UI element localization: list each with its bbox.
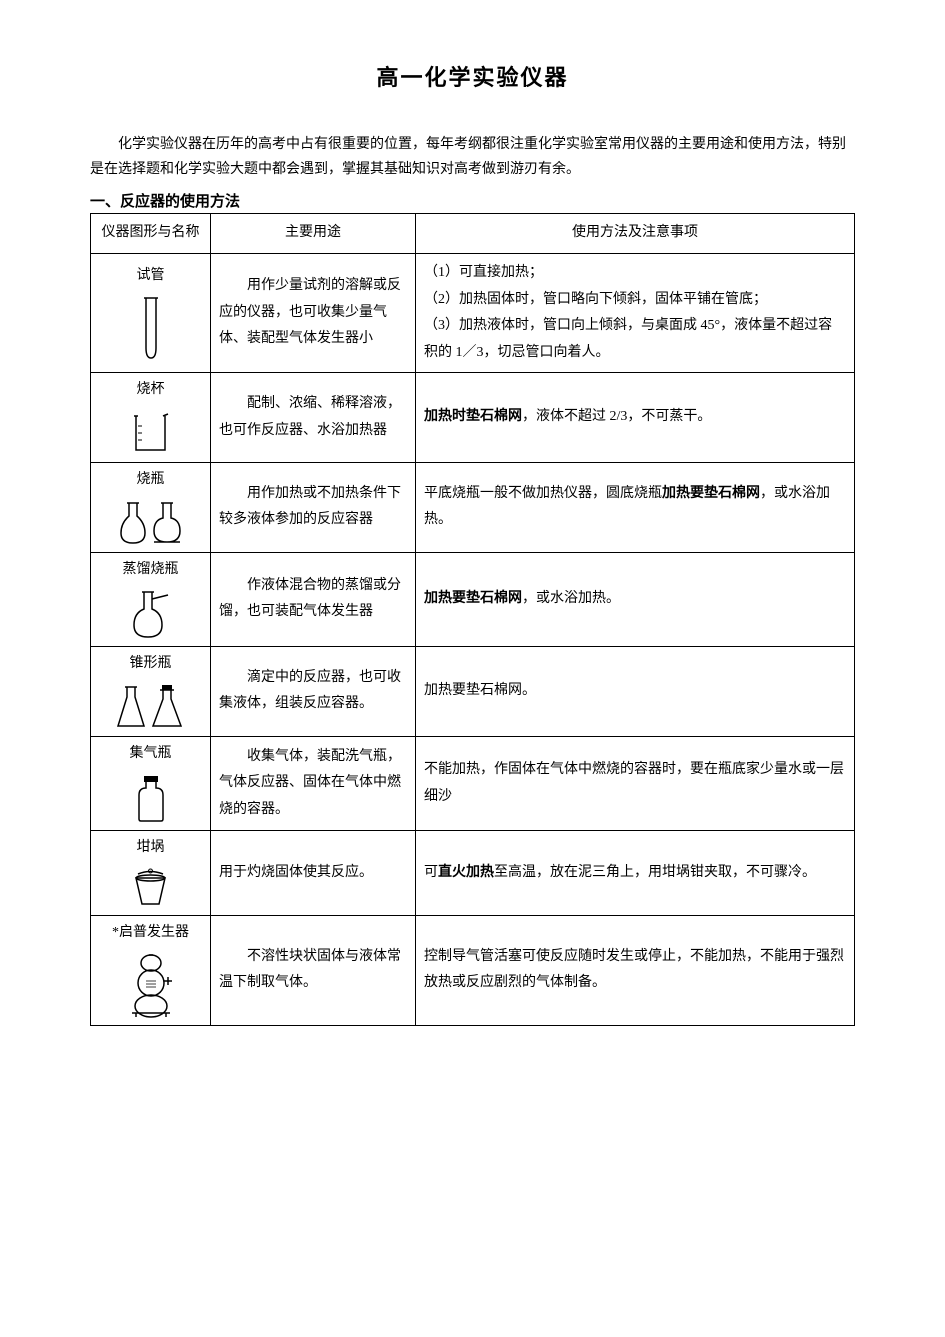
cell-notes: 控制导气管活塞可使反应随时发生或停止，不能加热，不能用于强烈放热或反应剧烈的气体…	[416, 915, 855, 1025]
apparatus-name: 蒸馏烧瓶	[95, 557, 206, 584]
cell-notes: 加热要垫石棉网，或水浴加热。	[416, 552, 855, 647]
header-col1: 仪器图形与名称	[91, 214, 211, 254]
page-title: 高一化学实验仪器	[90, 60, 855, 92]
cell-icon: *启普发生器	[91, 915, 211, 1025]
cell-usage: 不溶性块状固体与液体常温下制取气体。	[211, 915, 416, 1025]
cell-notes: 平底烧瓶一般不做加热仪器，圆底烧瓶加热要垫石棉网，或水浴加热。	[416, 462, 855, 552]
cell-notes: 加热时垫石棉网，液体不超过 2/3，不可蒸干。	[416, 373, 855, 463]
cell-usage: 用作加热或不加热条件下较多液体参加的反应容器	[211, 462, 416, 552]
kipps-generator-icon	[126, 951, 176, 1021]
gas-jar-icon	[131, 771, 171, 826]
table-header-row: 仪器图形与名称 主要用途 使用方法及注意事项	[91, 214, 855, 254]
cell-icon: 坩埚	[91, 831, 211, 916]
cell-notes: 不能加热，作固体在气体中燃烧的容器时，要在瓶底家少量水或一层细沙	[416, 736, 855, 831]
table-row: 试管 用作少量试剂的溶解或反应的仪器，也可收集少量气体、装配型气体发生器小 （1…	[91, 253, 855, 372]
cell-icon: 锥形瓶	[91, 647, 211, 737]
cell-usage: 收集气体，装配洗气瓶，气体反应器、固体在气体中燃烧的容器。	[211, 736, 416, 831]
beaker-icon	[128, 408, 173, 458]
apparatus-name: 烧杯	[95, 377, 206, 404]
cell-usage: 作液体混合物的蒸馏或分馏，也可装配气体发生器	[211, 552, 416, 647]
header-col2: 主要用途	[211, 214, 416, 254]
cell-icon: 集气瓶	[91, 736, 211, 831]
crucible-icon	[128, 866, 173, 911]
test-tube-icon	[136, 293, 166, 363]
cell-icon: 烧瓶	[91, 462, 211, 552]
table-row: 坩埚 用于灼烧固体使其反应。 可直火加热至高温，放在泥三角上，用坩埚钳夹取，不可…	[91, 831, 855, 916]
intro-paragraph: 化学实验仪器在历年的高考中占有很重要的位置，每年考纲都很注重化学实验室常用仪器的…	[90, 132, 855, 182]
apparatus-name: *启普发生器	[95, 920, 206, 947]
table-row: 集气瓶 收集气体，装配洗气瓶，气体反应器、固体在气体中燃烧的容器。 不能加热，作…	[91, 736, 855, 831]
table-row: 蒸馏烧瓶 作液体混合物的蒸馏或分馏，也可装配气体发生器 加热要垫石棉网，或水浴加…	[91, 552, 855, 647]
cell-notes: 加热要垫石棉网。	[416, 647, 855, 737]
apparatus-name: 锥形瓶	[95, 651, 206, 678]
erlenmeyer-flask-icon	[113, 682, 188, 732]
apparatus-name: 烧瓶	[95, 467, 206, 494]
cell-icon: 试管	[91, 253, 211, 372]
apparatus-name: 集气瓶	[95, 741, 206, 768]
table-row: 烧瓶 用作加热或不加热条件下较多液体参加的反应容器 平底烧瓶一般不做加热仪器，圆…	[91, 462, 855, 552]
cell-usage: 用于灼烧固体使其反应。	[211, 831, 416, 916]
apparatus-name: 试管	[95, 263, 206, 290]
cell-usage: 滴定中的反应器，也可收集液体，组装反应容器。	[211, 647, 416, 737]
cell-usage: 配制、浓缩、稀释溶液，也可作反应器、水浴加热器	[211, 373, 416, 463]
distillation-flask-icon	[126, 587, 176, 642]
table-row: 锥形瓶 滴定中的反应器，也可收集液体，组装反应容器。 加热要垫石棉网。	[91, 647, 855, 737]
cell-icon: 烧杯	[91, 373, 211, 463]
cell-notes: （1）可直接加热；（2）加热固体时，管口略向下倾斜，固体平铺在管底；（3）加热液…	[416, 253, 855, 372]
cell-icon: 蒸馏烧瓶	[91, 552, 211, 647]
section-heading: 一、反应器的使用方法	[90, 190, 855, 211]
table-row: *启普发生器 不溶性块状固体与液体常温下制取气体。 控制导气管活塞可使反应随时发…	[91, 915, 855, 1025]
cell-notes: 可直火加热至高温，放在泥三角上，用坩埚钳夹取，不可骤冷。	[416, 831, 855, 916]
cell-usage: 用作少量试剂的溶解或反应的仪器，也可收集少量气体、装配型气体发生器小	[211, 253, 416, 372]
flask-icon	[116, 498, 186, 548]
apparatus-name: 坩埚	[95, 835, 206, 862]
header-col3: 使用方法及注意事项	[416, 214, 855, 254]
apparatus-table: 仪器图形与名称 主要用途 使用方法及注意事项 试管 用作少量试剂的溶解或反应的仪…	[90, 213, 855, 1025]
table-row: 烧杯 配制、浓缩、稀释溶液，也可作反应器、水浴加热器 加热时垫石棉网，液体不超过…	[91, 373, 855, 463]
